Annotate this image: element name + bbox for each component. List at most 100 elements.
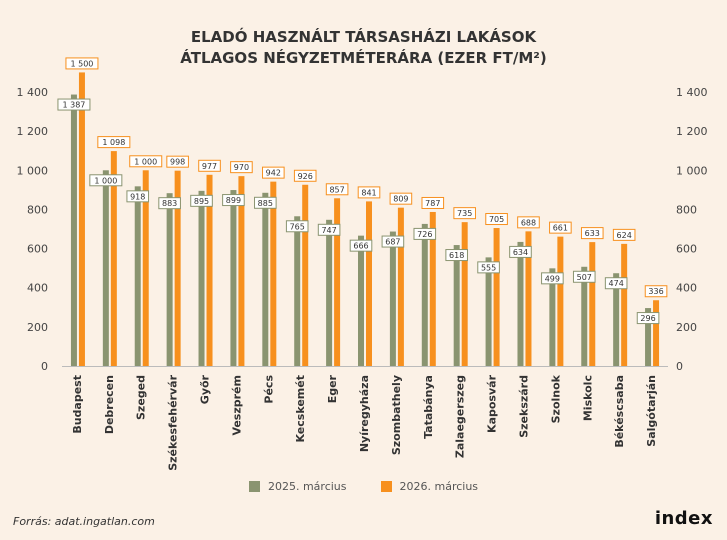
bar-2026 [142,170,149,366]
data-label-2025-box [285,220,309,233]
data-label-2025: 618 [449,251,464,260]
bar-2025 [230,190,237,366]
y-tick-label-right: 1 000 [676,164,708,177]
data-label-2025-box [89,174,123,187]
bar-2025 [453,245,460,366]
data-label-2026-box [65,57,99,70]
data-label-2026: 857 [329,185,344,194]
bar-2026 [78,72,85,366]
bar-2025 [581,266,588,366]
x-tick-label: Budapest [71,375,84,434]
bar-2026 [525,231,532,366]
bar-2025 [389,231,396,366]
bar-2026 [461,222,468,366]
y-tick-label-left: 600 [27,243,48,256]
y-tick-label-right: 600 [676,243,697,256]
data-label-2026: 841 [361,188,376,197]
legend-swatch-2025 [248,481,260,492]
bar-2026 [270,181,277,366]
data-label-2026: 787 [425,199,440,208]
data-label-2026-box [198,159,221,172]
bar-2025 [645,308,652,366]
bar-2025 [613,273,620,366]
x-tick-label: Debrecen [103,375,116,434]
data-label-2025-box [57,98,91,111]
legend-item-2025: 2025. március [248,480,347,493]
y-tick-label-right: 800 [676,203,697,216]
y-tick-label-left: 800 [27,203,48,216]
data-label-2025: 899 [226,196,241,205]
data-label-2025-box [636,312,660,325]
data-label-2025: 765 [290,222,305,231]
data-label-2025: 885 [258,199,273,208]
data-label-2025-box [445,249,468,262]
data-label-2025: 918 [130,192,145,201]
x-tick-label: Kecskemét [294,375,307,443]
y-tick-label-left: 200 [27,321,48,334]
bar-2025 [262,192,269,366]
x-tick-label: Szekszárd [517,375,530,438]
y-tick-label-left: 1 000 [17,164,49,177]
data-label-2026-box [293,169,317,182]
data-label-2026: 1 098 [102,138,125,147]
data-label-2025: 296 [640,314,655,323]
y-tick-label-right: 0 [676,360,683,373]
data-label-2026: 809 [393,195,408,204]
data-label-2026: 705 [489,215,504,224]
y-tick-label-left: 1 400 [17,86,49,99]
bar-2026 [493,228,500,366]
bar-2026 [238,176,245,366]
bar-2026 [653,300,660,366]
data-label-2026: 633 [585,229,600,238]
bar-2025 [166,193,173,366]
bar-2025 [326,219,333,366]
data-label-2026-box [517,216,540,229]
y-tick-label-left: 0 [41,360,48,373]
bar-2026 [589,242,596,366]
data-label-2025: 1 387 [62,101,85,110]
legend-label-2025: 2025. március [267,480,347,493]
bar-2026 [397,207,404,366]
data-label-2026-box [357,186,381,199]
bar-2025 [421,223,428,366]
y-tick-label-right: 400 [676,282,697,295]
index-logo: index [654,508,713,529]
data-label-2026: 998 [170,158,185,167]
bar-2026 [206,174,213,366]
y-tick-label-right: 200 [676,321,697,334]
data-label-2025: 687 [385,238,400,247]
bar-2026 [429,211,436,366]
data-label-2026: 336 [648,287,663,296]
data-label-2026: 688 [521,218,536,227]
data-label-2025-box [381,235,405,248]
legend-swatch-2026 [380,481,392,492]
data-label-2025-box [126,190,150,203]
data-label-2025-box [158,197,181,210]
data-label-2025: 507 [577,273,592,282]
data-label-2026-box [389,192,413,205]
data-label-2026: 661 [553,224,568,233]
bar-2026 [621,243,628,366]
bar-2025 [517,241,524,366]
data-label-2026: 977 [202,162,217,171]
data-label-2025-box [541,272,564,285]
data-label-2025-box [509,245,532,258]
data-label-2026-box [453,207,476,220]
data-label-2026: 735 [457,209,472,218]
data-label-2026-box [612,228,636,241]
data-label-2026-box [129,155,163,168]
x-tick-label: Békéscsaba [613,375,626,448]
data-label-2025: 1 000 [94,176,117,185]
data-label-2026-box [97,136,131,149]
x-tick-label: Pécs [262,375,275,404]
data-label-2026-box [262,166,285,179]
bar-2026 [174,170,181,366]
bar-2026 [302,184,309,366]
data-label-2025: 499 [545,274,560,283]
bar-2025 [549,268,556,366]
x-tick-label: Tatabánya [422,375,435,439]
x-tick-label: Salgótarján [645,375,658,447]
x-tick-label: Eger [326,374,339,403]
data-label-2026-box [421,196,445,209]
data-label-2025: 666 [353,242,368,251]
